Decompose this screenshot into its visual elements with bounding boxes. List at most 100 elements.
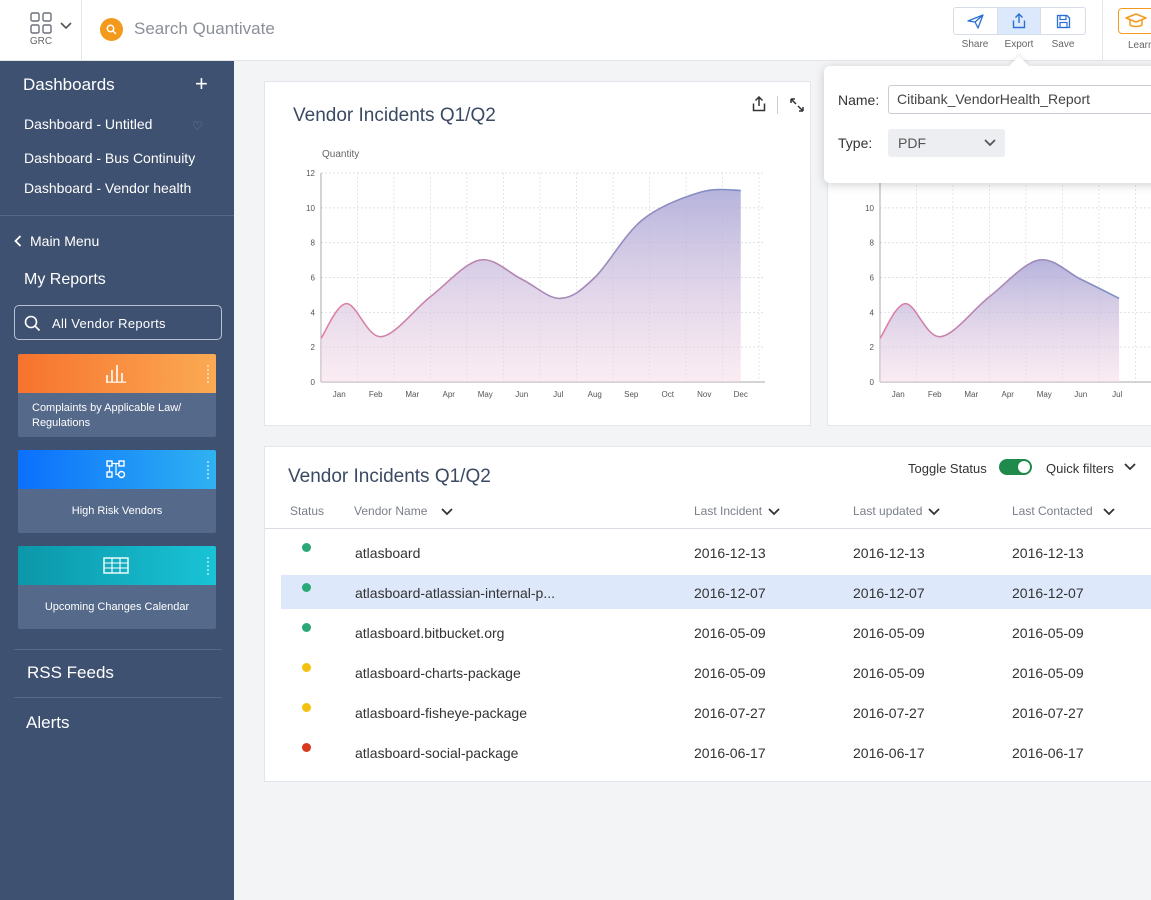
vendor-name-cell: atlasboard-atlassian-internal-p... [355, 585, 555, 601]
last-contacted-cell: 2016-05-09 [1012, 665, 1084, 681]
last-incident-cell: 2016-12-07 [694, 585, 766, 601]
y-tick-label: 4 [311, 308, 316, 317]
expand-icon[interactable] [790, 98, 804, 112]
my-reports-header: My Reports [24, 271, 106, 288]
vendor-name-cell: atlasboard [355, 545, 421, 561]
search-input[interactable]: Search Quantivate [134, 19, 275, 38]
action-labels: Share Export Save [953, 39, 1086, 50]
add-dashboard-button[interactable]: + [195, 71, 208, 96]
column-header-last-contacted[interactable]: Last Contacted [1012, 504, 1115, 518]
x-tick-label: Jan [892, 390, 905, 399]
table-row[interactable]: atlasboard-fisheye-package 2016-07-27 2016… [281, 695, 1151, 729]
type-select-value: PDF [898, 135, 926, 151]
chart-panel: Vendor Incidents Q1/Q2 0 2 4 6 8 10 12 Jan Feb Ma… [264, 81, 811, 426]
y-tick-label: 8 [311, 239, 316, 248]
table-row[interactable]: atlasboard.bitbucket.org 2016-05-09 2016-0… [281, 615, 1151, 649]
divider [0, 215, 234, 216]
table-panel: Vendor Incidents Q1/Q2 Toggle Status Qui… [264, 446, 1151, 782]
hierarchy-icon [106, 460, 126, 479]
column-header-last-incident[interactable]: Last Incident [694, 504, 780, 518]
drag-handle[interactable] [206, 364, 210, 384]
chevron-down-icon[interactable] [1124, 463, 1136, 471]
status-dot [302, 543, 311, 552]
report-name-input[interactable]: Citibank_VendorHealth_Report [888, 85, 1151, 114]
reports-search-input[interactable]: All Vendor Reports [14, 305, 222, 340]
header-divider [265, 528, 1151, 529]
toggle-status-switch[interactable] [999, 459, 1032, 475]
chevron-down-icon [928, 508, 941, 516]
sidebar-item-dashboard-untitled[interactable]: Dashboard - Untitled [24, 116, 153, 132]
divider [14, 697, 222, 698]
status-dot [302, 663, 311, 672]
sidebar-item-rss-feeds[interactable]: RSS Feeds [27, 663, 114, 682]
type-select[interactable]: PDF [888, 129, 1005, 157]
action-toolbar [953, 7, 1086, 35]
search-icon[interactable] [100, 18, 123, 41]
report-card-complaints[interactable]: Complaints by Applicable Law/ Regulation… [18, 354, 216, 437]
app-switcher[interactable]: GRC [28, 12, 54, 47]
x-tick-label: Nov [697, 390, 711, 399]
sidebar-item-dashboard-vendor-health[interactable]: Dashboard - Vendor health [24, 180, 192, 196]
table-row[interactable]: atlasboard-social-package 2016-06-17 2016-… [281, 735, 1151, 769]
paper-plane-icon [967, 13, 984, 29]
export-label: Export [1004, 39, 1034, 50]
drag-handle[interactable] [206, 460, 210, 480]
x-tick-label: May [1037, 390, 1052, 399]
table-row[interactable]: atlasboard-atlassian-internal-p... 2016-1… [281, 575, 1151, 609]
y-tick-label: 2 [311, 343, 316, 352]
export-button[interactable] [997, 8, 1042, 34]
column-header-vendor-name[interactable]: Vendor Name [354, 504, 454, 518]
last-incident-cell: 2016-12-13 [694, 545, 766, 561]
status-dot [302, 623, 311, 632]
last-incident-cell: 2016-06-17 [694, 745, 766, 761]
divider [1102, 0, 1103, 61]
chevron-down-icon[interactable] [60, 22, 72, 30]
app-label: GRC [29, 36, 53, 47]
reports-search-text: All Vendor Reports [52, 316, 166, 331]
last-incident-cell: 2016-05-09 [694, 665, 766, 681]
last-updated-cell: 2016-06-17 [853, 745, 925, 761]
last-contacted-cell: 2016-06-17 [1012, 745, 1084, 761]
report-card-label: Upcoming Changes Calendar [44, 601, 190, 613]
x-tick-label: Mar [405, 390, 419, 399]
bar-chart-icon [106, 365, 126, 383]
type-label: Type: [838, 135, 873, 151]
x-tick-label: Feb [928, 390, 942, 399]
search-icon [24, 315, 41, 332]
column-header-status[interactable]: Status [290, 504, 324, 518]
share-button[interactable] [954, 8, 998, 34]
chevron-down-icon [441, 508, 454, 516]
x-tick-label: Jun [1074, 390, 1087, 399]
series-line [879, 259, 1120, 339]
x-tick-label: Mar [964, 390, 978, 399]
sidebar-item-dashboard-bus-continuity[interactable]: Dashboard - Bus Continuity [24, 150, 196, 166]
status-dot [302, 583, 311, 592]
y-tick-label: 0 [311, 378, 316, 387]
column-header-last-updated[interactable]: Last updated [853, 504, 941, 518]
sidebar-item-alerts[interactable]: Alerts [26, 713, 70, 732]
report-card-high-risk-vendors[interactable]: High Risk Vendors [18, 450, 216, 533]
report-card-upcoming-changes[interactable]: Upcoming Changes Calendar [18, 546, 216, 629]
last-updated-cell: 2016-12-13 [853, 545, 925, 561]
vendor-name-cell: atlasboard.bitbucket.org [355, 625, 505, 641]
table-row[interactable]: atlasboard 2016-12-13 2016-12-13 2016-12-13 [281, 535, 1151, 569]
last-incident-cell: 2016-05-09 [694, 625, 766, 641]
table-row[interactable]: atlasboard-charts-package 2016-05-09 2016-… [281, 655, 1151, 689]
x-tick-label: Feb [369, 390, 383, 399]
chevron-down-icon [984, 139, 996, 147]
drag-handle[interactable] [206, 556, 210, 576]
main-menu-back-link[interactable]: Main Menu [14, 233, 99, 249]
table-icon [103, 557, 129, 574]
export-icon[interactable] [752, 95, 766, 112]
x-tick-label: Jul [1112, 390, 1122, 399]
x-tick-label: Dec [734, 390, 748, 399]
quick-filters-button[interactable]: Quick filters [1046, 461, 1114, 476]
save-button[interactable] [1041, 8, 1085, 34]
heart-icon[interactable]: ♡ [192, 119, 203, 133]
series-area [321, 189, 741, 382]
column-header-label: Last updated [853, 504, 923, 518]
status-dot [302, 703, 311, 712]
upload-icon [1012, 13, 1026, 29]
graduation-cap-icon[interactable] [1118, 8, 1151, 34]
column-header-label: Last Contacted [1012, 504, 1093, 518]
